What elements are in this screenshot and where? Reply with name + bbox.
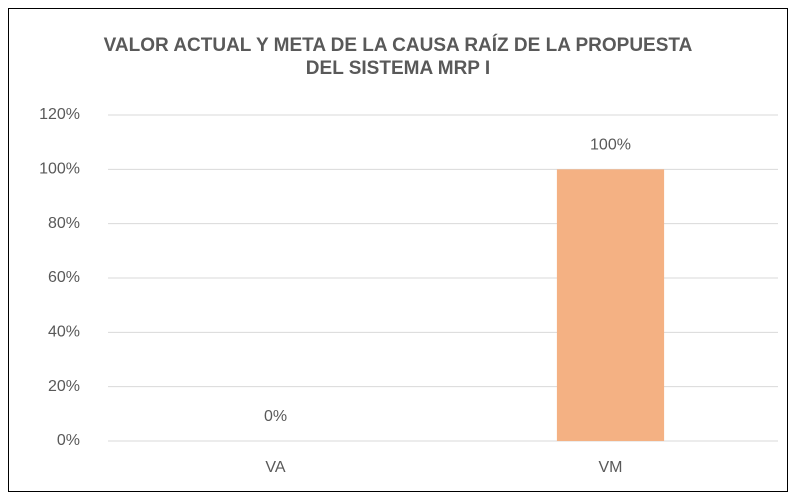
chart-frame [8,8,788,492]
data-label: 100% [590,137,631,154]
y-tick-label: 20% [48,378,80,395]
bar [556,169,665,442]
y-tick-label: 60% [48,269,80,286]
x-tick-label: VM [599,459,623,476]
y-tick-label: 40% [48,324,80,341]
y-tick-label: 120% [39,106,80,123]
y-tick-label: 0% [57,432,80,449]
chart-title: VALOR ACTUAL Y META DE LA CAUSA RAÍZ DE … [103,35,693,79]
y-tick-label: 80% [48,215,80,232]
data-label: 0% [264,408,287,425]
y-tick-label: 100% [39,161,80,178]
x-tick-label: VA [265,459,285,476]
